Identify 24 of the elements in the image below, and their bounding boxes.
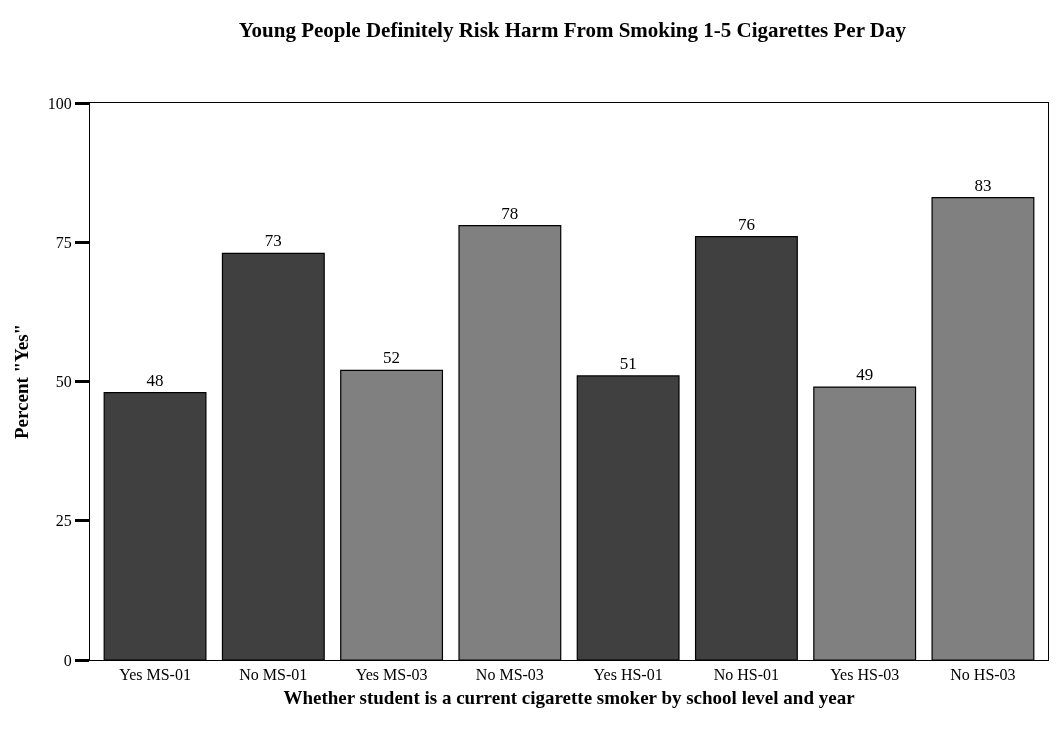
data-label: 51	[619, 353, 637, 373]
data-label: 76	[737, 214, 755, 234]
x-tick-label: No HS-03	[950, 666, 1016, 684]
data-label: 83	[974, 175, 992, 195]
y-tick-label: 100	[47, 94, 72, 112]
data-label: 52	[383, 348, 401, 368]
y-tick-label: 75	[55, 233, 72, 251]
x-tick-label: No MS-01	[239, 666, 308, 684]
chart-title: Young People Definitely Risk Harm From Smoking 1-5 Cigarettes Per Day	[238, 17, 907, 42]
x-tick-label: Yes HS-03	[830, 666, 900, 684]
x-axis-title: Whether student is a current cigarette smoker by school level and year	[283, 687, 856, 708]
x-tick-label: Yes HS-01	[593, 666, 663, 684]
data-label: 49	[856, 365, 874, 385]
data-label: 73	[264, 231, 282, 251]
data-label: 48	[146, 370, 164, 390]
data-label: 78	[501, 203, 519, 223]
y-tick-label: 50	[55, 373, 72, 391]
x-tick-label: Yes MS-01	[119, 666, 191, 684]
x-tick-label: No HS-01	[713, 666, 780, 684]
y-axis-title: Percent "Yes"	[10, 323, 32, 440]
y-tick-label: 0	[63, 651, 72, 669]
y-tick-label: 25	[55, 512, 72, 530]
x-tick-label: Yes MS-03	[355, 666, 428, 684]
x-tick-label: No MS-03	[475, 666, 544, 684]
